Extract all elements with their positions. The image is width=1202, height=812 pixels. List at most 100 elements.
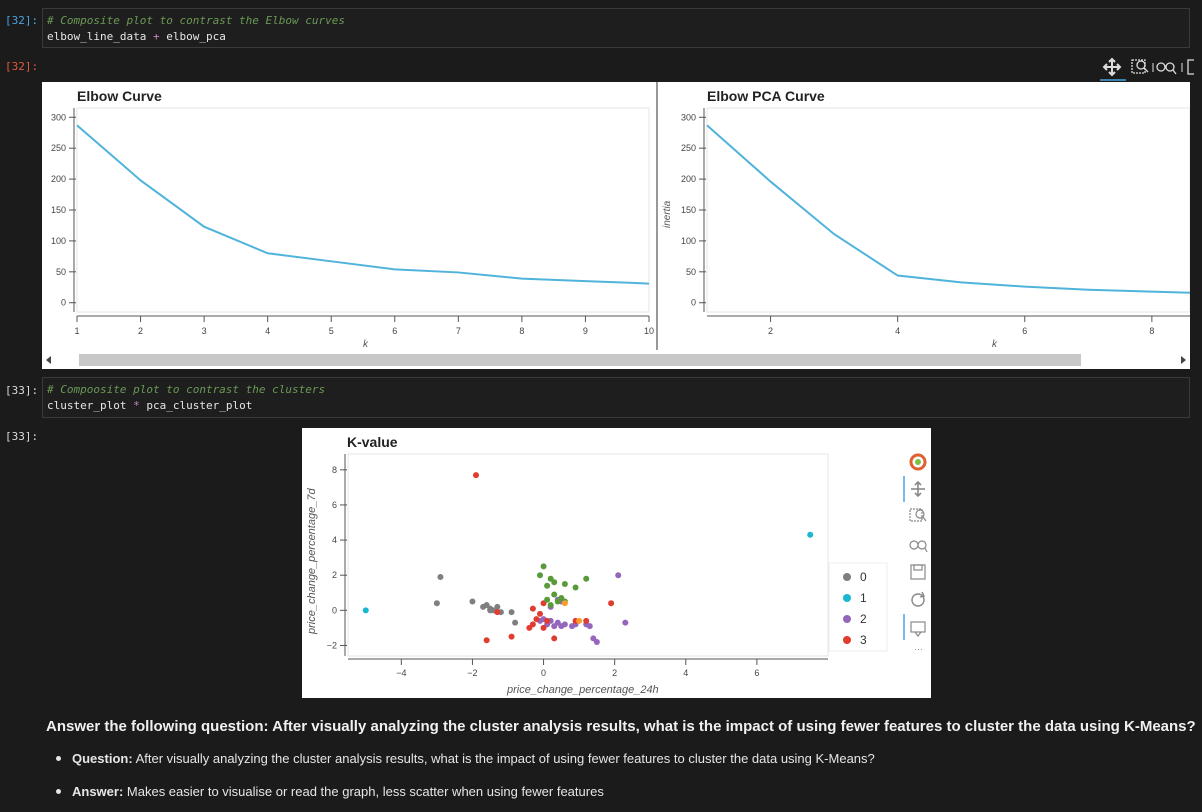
answer-heading: Answer the following question: After vis… — [46, 718, 1196, 735]
pan-icon[interactable] — [911, 480, 925, 498]
elbow-pca-frame — [706, 107, 1190, 313]
elbow-plots-svg: Elbow Curve Elbow PCA Curve k k inertia … — [42, 82, 1190, 368]
save-icon[interactable] — [1187, 59, 1194, 75]
cell-32-code-editor[interactable]: # Composite plot to contrast the Elbow c… — [42, 8, 1190, 48]
bullet-dot — [56, 789, 61, 795]
horizontal-scrollbar-thumb[interactable] — [79, 354, 1081, 366]
answer-text: Makes easier to visualise or read the gr… — [123, 784, 604, 799]
elbow-pca-ytick-label: 300 — [681, 112, 696, 122]
elbow-xtick-label: 3 — [202, 326, 207, 336]
elbow-pca-ytick-label: 150 — [681, 205, 696, 215]
elbow-pca-ytick-label: 100 — [681, 236, 696, 246]
scatter-point-cluster-green — [583, 575, 590, 582]
scatter-point-cluster-0 — [512, 619, 519, 626]
scatter-ytick-label: 6 — [332, 500, 337, 510]
scatter-ytick-label: 0 — [332, 605, 337, 615]
scatter-point-cluster-2 — [586, 623, 593, 630]
scatter-point-cluster-1 — [362, 607, 369, 614]
scatter-point-cluster-2 — [615, 572, 622, 579]
scatter-xtick-label: 6 — [754, 668, 759, 678]
scatter-ylabel: price_change_percentage_7d — [306, 488, 318, 635]
question-bullet: Question: After visually analyzing the c… — [56, 751, 875, 766]
scatter-point-cluster-green — [540, 563, 547, 570]
legend-label-1: 1 — [860, 591, 867, 605]
elbow-ytick-label: 0 — [61, 298, 66, 308]
scatter-point-cluster-green — [547, 602, 554, 609]
elbow-pca-xtick-label: 8 — [1149, 326, 1154, 336]
question-label: Question: — [72, 751, 133, 766]
elbow-ytick-label: 200 — [51, 174, 66, 184]
toolbar-more-icon[interactable]: ··· — [914, 644, 923, 654]
elbow-xtick-label: 7 — [456, 326, 461, 336]
scatter-point-cluster-green — [544, 596, 551, 603]
elbow-pca-xtick-label: 2 — [768, 326, 773, 336]
scatter-point-cluster-orange — [561, 600, 568, 607]
scatter-point-cluster-3 — [494, 609, 501, 616]
elbow-ytick-label: 300 — [51, 112, 66, 122]
legend-label-0: 0 — [860, 570, 867, 584]
scatter-point-cluster-0 — [494, 603, 501, 610]
reset-icon[interactable] — [911, 591, 926, 607]
elbow-pca-xtick-label: 6 — [1022, 326, 1027, 336]
elbow-xtick-label: 6 — [392, 326, 397, 336]
scatter-point-cluster-3 — [540, 624, 547, 631]
elbow-xtick-label: 10 — [644, 326, 654, 336]
scatter-point-cluster-green — [554, 598, 561, 605]
scatter-frame — [347, 453, 829, 657]
elbow-pca-xlabel: k — [992, 339, 998, 350]
elbow-series-line — [76, 124, 650, 285]
box-zoom-icon[interactable] — [909, 508, 927, 522]
code-operator: + — [152, 30, 160, 43]
code-token: cluster_plot — [47, 399, 127, 412]
cluster-plot-svg: K-value price_change_percentage_24h pric… — [306, 434, 928, 696]
scatter-ytick-label: 8 — [332, 465, 337, 475]
save-icon[interactable] — [910, 564, 926, 580]
scatter-point-cluster-3 — [483, 637, 490, 644]
code-comment: # Compoosite plot to contrast the cluste… — [47, 383, 326, 396]
elbow-plots-panel: Elbow Curve Elbow PCA Curve k k inertia … — [42, 82, 1190, 369]
scatter-point-cluster-3 — [533, 616, 540, 623]
scroll-left-arrow[interactable] — [46, 356, 51, 364]
scatter-xlabel: price_change_percentage_24h — [506, 684, 659, 696]
legend-swatch-2 — [843, 615, 851, 623]
elbow-pca-ytick-label: 250 — [681, 143, 696, 153]
cell-33-code-editor[interactable]: # Compoosite plot to contrast the cluste… — [42, 377, 1190, 418]
legend-swatch-3 — [843, 636, 851, 644]
cell-33-input-prompt: [33]: — [5, 384, 39, 397]
elbow-frame — [76, 107, 650, 313]
pan-icon[interactable] — [1102, 57, 1122, 77]
scatter-point-cluster-green — [572, 584, 579, 591]
wheel-zoom-icon[interactable] — [1156, 62, 1177, 75]
scatter-ytick-label: −2 — [327, 640, 337, 650]
cell-32-input-prompt: [32]: — [5, 14, 39, 27]
elbow-ytick-label: 250 — [51, 143, 66, 153]
scatter-point-cluster-2 — [593, 638, 600, 645]
elbow-xlabel: k — [363, 339, 369, 350]
scatter-point-cluster-3 — [608, 600, 615, 607]
scatter-point-cluster-0 — [487, 607, 494, 614]
legend-swatch-1 — [843, 594, 851, 602]
scatter-point-cluster-2 — [561, 621, 568, 628]
scatter-point-cluster-0 — [433, 600, 440, 607]
hover-tooltip-icon[interactable] — [910, 621, 926, 637]
wheel-zoom-icon[interactable] — [909, 540, 928, 553]
elbow-pca-curve-title: Elbow PCA Curve — [707, 88, 825, 104]
elbow-xtick-label: 8 — [519, 326, 524, 336]
elbow-curve-title: Elbow Curve — [77, 88, 162, 104]
box-zoom-icon[interactable] — [1131, 59, 1149, 74]
elbow-xtick-label: 9 — [583, 326, 588, 336]
cell-32-output-prompt: [32]: — [5, 60, 39, 73]
scatter-point-cluster-3 — [529, 621, 536, 628]
scatter-xtick-label: 4 — [683, 668, 688, 678]
scroll-right-arrow[interactable] — [1181, 356, 1186, 364]
legend-label-3: 3 — [860, 633, 867, 647]
code-comment: # Composite plot to contrast the Elbow c… — [47, 14, 346, 27]
scatter-point-cluster-green — [551, 579, 558, 586]
elbow-pca-ylabel: inertia — [662, 200, 673, 228]
elbow-xtick-label: 2 — [138, 326, 143, 336]
elbow-xtick-label: 5 — [329, 326, 334, 336]
cell-33-output-prompt: [33]: — [5, 430, 39, 443]
scatter-point-cluster-3 — [508, 633, 515, 640]
scatter-xtick-label: 2 — [612, 668, 617, 678]
kvalue-title: K-value — [347, 434, 398, 450]
